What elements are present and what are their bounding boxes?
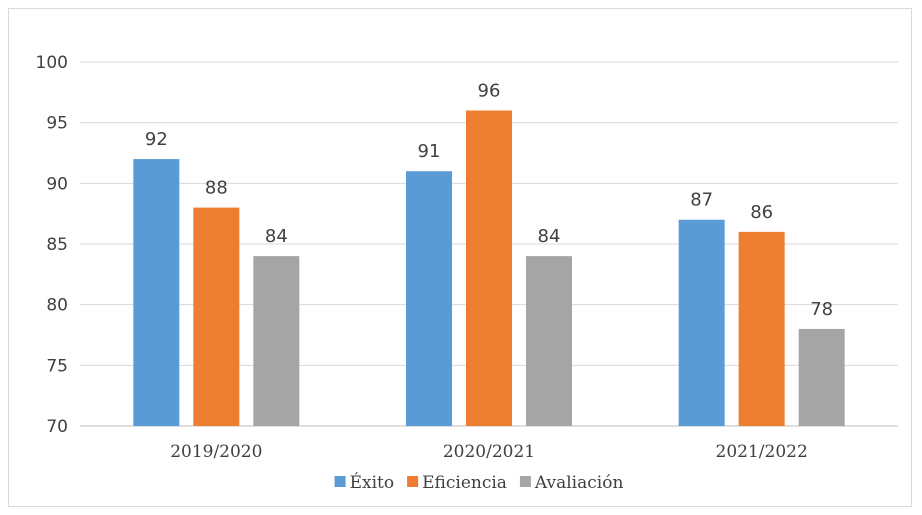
bar-Éxito-2019/2020 [133, 159, 180, 427]
x-axis-categories: 2019/2020 2020/2021 2021/2022 [170, 442, 808, 462]
bar-Eficiencia-2021/2022 [738, 231, 785, 426]
data-label-Avaliación-2019/2020: 84 [265, 226, 288, 247]
data-label-Éxito-2019/2020: 92 [145, 129, 168, 150]
y-axis-ticks: 70 75 80 85 90 95 100 [36, 53, 68, 437]
y-tick-label-100: 100 [36, 53, 68, 73]
data-label-Éxito-2021/2022: 87 [690, 190, 713, 211]
x-category-label-2021/2022: 2021/2022 [716, 442, 808, 462]
data-labels: 92 88 84 91 96 84 87 86 78 [145, 81, 833, 320]
y-tick-label-70: 70 [46, 417, 68, 437]
bar-Avaliación-2021/2022 [798, 328, 845, 426]
data-label-Avaliación-2021/2022: 78 [810, 299, 833, 320]
y-tick-label-85: 85 [46, 235, 68, 255]
y-tick-label-75: 75 [46, 356, 68, 376]
legend: Éxito Eficiencia Avaliación [334, 472, 624, 493]
data-label-Eficiencia-2019/2020: 88 [205, 178, 228, 199]
bar-Avaliación-2020/2021 [526, 256, 572, 426]
legend-label-Eficiencia: Eficiencia [422, 473, 507, 493]
bar-Avaliación-2019/2020 [253, 256, 300, 426]
legend-swatch-Eficiencia [407, 476, 419, 487]
data-label-Eficiencia-2021/2022: 86 [750, 202, 773, 223]
data-label-Éxito-2020/2021: 91 [418, 141, 441, 162]
bar-Éxito-2020/2021 [406, 171, 452, 426]
data-label-Avaliación-2020/2021: 84 [538, 226, 561, 247]
legend-swatch-Avaliación [519, 476, 531, 487]
x-category-label-2020/2021: 2020/2021 [443, 442, 535, 462]
legend-label-Éxito: Éxito [350, 472, 395, 493]
y-tick-label-90: 90 [46, 174, 68, 194]
bar-Eficiencia-2019/2020 [193, 207, 240, 426]
bar-Eficiencia-2020/2021 [466, 110, 512, 427]
legend-swatch-Éxito [334, 476, 346, 487]
y-tick-label-80: 80 [46, 296, 68, 316]
bar-Éxito-2021/2022 [678, 219, 725, 426]
y-tick-label-95: 95 [46, 114, 68, 134]
x-category-label-2019/2020: 2019/2020 [170, 442, 262, 462]
legend-label-Avaliación: Avaliación [534, 473, 624, 493]
data-label-Eficiencia-2020/2021: 96 [478, 81, 501, 102]
bars [133, 110, 845, 427]
